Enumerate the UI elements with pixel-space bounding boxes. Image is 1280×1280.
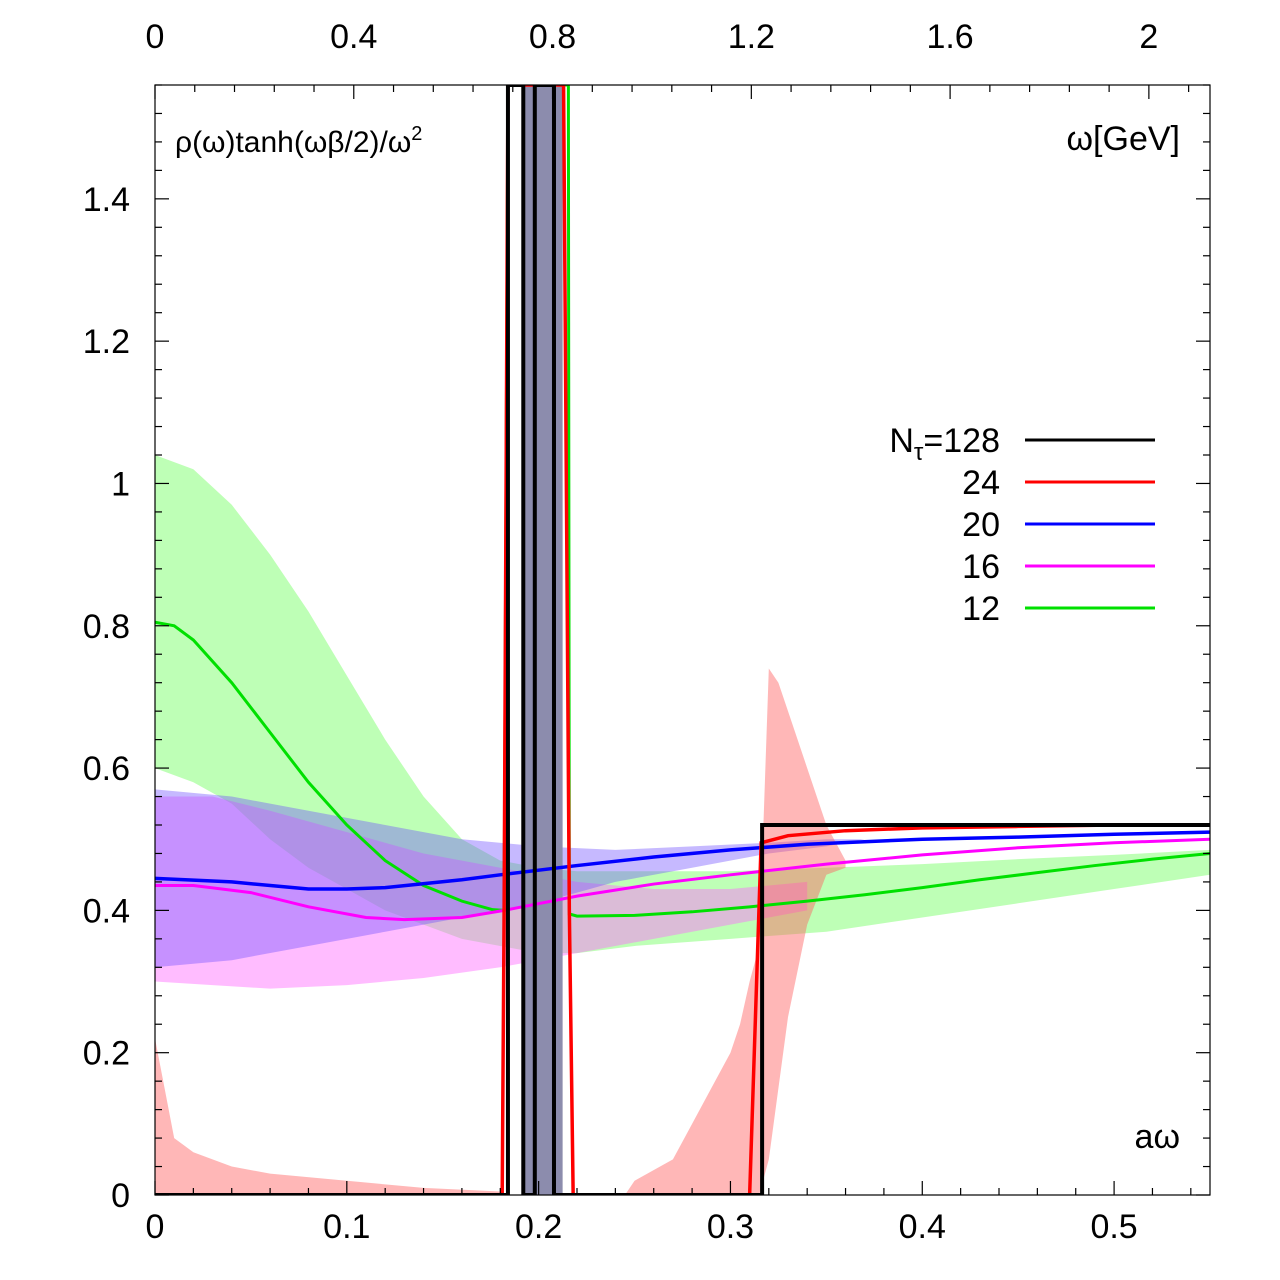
- series-line-20: [155, 830, 1210, 891]
- top-axis-label: ω[GeV]: [1067, 120, 1180, 158]
- axis-ticks: [154, 84, 1210, 1196]
- series-lines: [155, 85, 1210, 1195]
- legend-label-16: 16: [962, 548, 1000, 586]
- y-tick-label: 0.8: [83, 608, 130, 646]
- x2-tick-label: 0.8: [529, 18, 576, 56]
- x2-tick-label: 1.2: [728, 18, 775, 56]
- plot-frame: [154, 84, 1211, 1196]
- y-tick-label: 0.2: [83, 1035, 130, 1073]
- band-16: [155, 796, 808, 989]
- x-tick-label: 0: [146, 1208, 165, 1246]
- y-tick-label: 1.2: [83, 323, 130, 361]
- band-24: [155, 668, 846, 1195]
- legend-label-20: 20: [962, 506, 1000, 544]
- y-tick-label: 0: [111, 1177, 130, 1215]
- x2-tick-label: 0.4: [330, 18, 377, 56]
- y-tick-label: 1.4: [83, 181, 130, 219]
- x-tick-label: 0.3: [707, 1208, 754, 1246]
- legend-label-128: Nτ=128: [889, 422, 1000, 466]
- spike-band: [524, 85, 563, 1195]
- band-12: [155, 455, 1210, 954]
- legend-label-24: 24: [962, 464, 1000, 502]
- x-axis-label: aω: [1135, 1118, 1180, 1156]
- x2-tick-label: 0: [146, 18, 165, 56]
- x2-tick-label: 1.6: [926, 18, 973, 56]
- legend-label-12: 12: [962, 590, 1000, 628]
- series-line-16: [155, 837, 1210, 922]
- x-tick-label: 0.2: [515, 1208, 562, 1246]
- x2-tick-label: 2: [1139, 18, 1158, 56]
- x-tick-label: 0.4: [899, 1208, 946, 1246]
- y-axis-label: ρ(ω)tanh(ωβ/2)/ω2: [175, 123, 422, 159]
- x-tick-label: 0.1: [323, 1208, 370, 1246]
- x-tick-label: 0.5: [1090, 1208, 1137, 1246]
- y-tick-label: 0.6: [83, 750, 130, 788]
- y-tick-label: 0.4: [83, 892, 130, 930]
- series-line-12: [155, 85, 1210, 918]
- y-tick-label: 1: [111, 465, 130, 503]
- tick-labels: 0 0.1 0.2 0.3 0.4 0.50 0.4 0.8 1.2 1.6 200.20.40.6…: [83, 18, 1159, 1246]
- error-bands: [155, 85, 1210, 1195]
